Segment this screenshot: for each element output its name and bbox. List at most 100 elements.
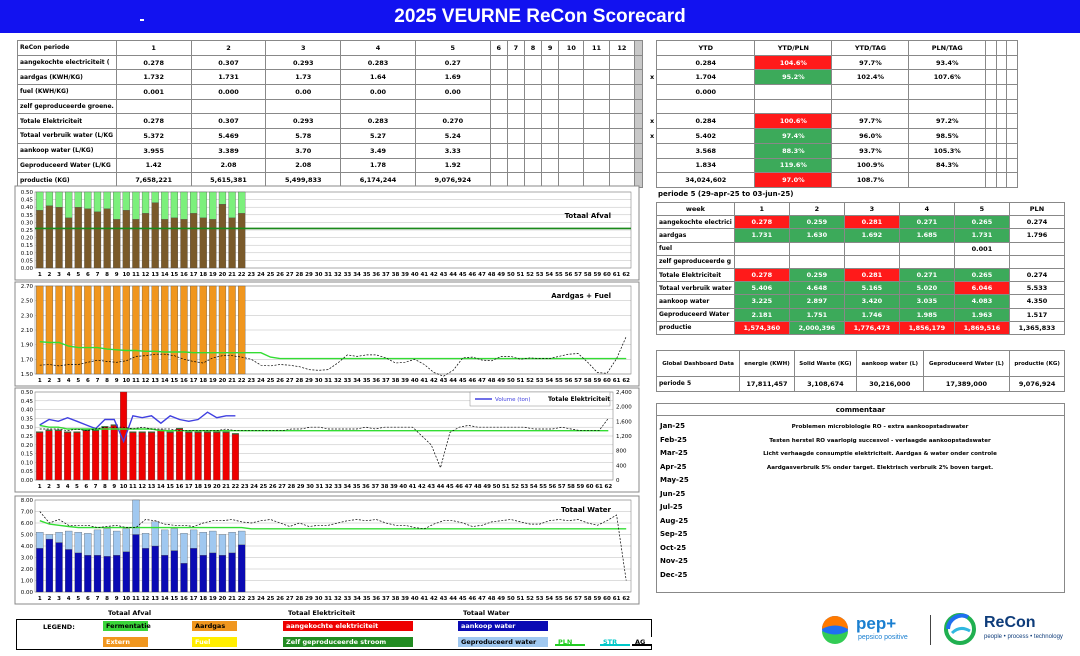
- ytd-empty: [995, 98, 1008, 115]
- main-cell: 1.42: [115, 157, 192, 174]
- main-row: zelf geproduceerde groene.: [17, 98, 643, 115]
- main-header-cell: 11: [583, 40, 610, 56]
- main-cell: [608, 172, 636, 188]
- ytd-cell: 96.0%: [831, 128, 910, 144]
- main-cell: 5.24: [414, 128, 491, 144]
- main-cell: [265, 98, 342, 115]
- ytd-cell: 84.3%: [908, 157, 987, 174]
- main-cell: [506, 142, 525, 159]
- ytd-empty: [995, 40, 1008, 56]
- periode-cell: 5.165: [843, 281, 900, 296]
- legend-item: PLN: [555, 637, 585, 646]
- main-cell: [558, 113, 585, 130]
- pep-logo-text: pep+: [856, 614, 897, 633]
- main-cell: 1.732: [115, 69, 192, 86]
- ytd-empty: [985, 113, 997, 130]
- legend-item: aankoop water: [458, 621, 548, 631]
- summary-header-cell: productie (KG): [1009, 350, 1065, 377]
- ytd-cell: 0.000: [656, 84, 756, 100]
- main-cell: [541, 157, 560, 174]
- ytd-cell: 1.834: [656, 157, 756, 174]
- main-cell: [523, 157, 543, 174]
- periode-cell: 1.746: [843, 307, 900, 322]
- periode-cell: 0.271: [898, 267, 955, 283]
- main-cell: 0.27: [414, 54, 491, 71]
- ytd-header-cell: YTD: [656, 40, 756, 56]
- ytd-empty: [1006, 157, 1018, 174]
- main-cell: [583, 157, 610, 174]
- main-cell: [523, 128, 543, 144]
- main-cell: [523, 54, 543, 71]
- ytd-header-cell: YTD/TAG: [831, 40, 910, 56]
- periode-cell: [843, 241, 900, 256]
- periode-cell: 1,856,179: [898, 320, 955, 335]
- main-cell: 0.00: [265, 84, 342, 100]
- ytd-empty: [995, 128, 1008, 144]
- scroll-gutter: [634, 54, 643, 71]
- scroll-gutter: [634, 98, 643, 115]
- periode-cell: 1.985: [898, 307, 955, 322]
- ytd-marker-head: [648, 41, 657, 56]
- scroll-gutter: [634, 40, 643, 56]
- main-cell: 1.78: [340, 157, 416, 174]
- ytd-cell: 97.2%: [908, 113, 987, 130]
- scroll-gutter: [634, 113, 643, 130]
- ytd-empty: [1006, 98, 1018, 115]
- ytd-marker: [648, 158, 657, 173]
- ytd-empty: [1006, 54, 1018, 71]
- ytd-marker: x: [650, 117, 655, 126]
- ytd-header-cell: YTD/PLN: [754, 40, 833, 56]
- periode-header-cell: 2: [788, 201, 845, 217]
- ytd-cell: 93.7%: [831, 142, 910, 159]
- ytd-cell: 104.6%: [754, 54, 833, 71]
- ytd-cell: 3.568: [656, 142, 756, 159]
- periode-cell: 1.630: [788, 228, 845, 243]
- periode-row-label: Totaal verbruik water: [656, 281, 735, 296]
- main-cell: [608, 98, 636, 115]
- legend-item: AG: [632, 637, 652, 646]
- recon-logo-sub: people • process • technology: [984, 634, 1063, 640]
- periode-row-label: fuel: [656, 241, 735, 256]
- periode-title: periode 5 (29-apr-25 to 03-jun-25): [658, 190, 794, 198]
- ytd-cell: 0.284: [656, 113, 756, 130]
- periode-header-cell: PLN: [1008, 201, 1066, 217]
- periode-cell: [898, 254, 955, 269]
- ytd-cell: 102.4%: [831, 69, 910, 86]
- main-cell: [608, 54, 636, 71]
- periode-cell: 1.685: [898, 228, 955, 243]
- periode-cell: 0.281: [843, 215, 900, 230]
- summary-header-cell: Global Dashboard Data: [655, 350, 741, 377]
- periode-cell: 0.265: [953, 215, 1010, 230]
- periode-cell: 6.046: [953, 281, 1010, 296]
- main-cell: [608, 128, 636, 144]
- summary-header-cell: Solid Waste (KG): [793, 350, 857, 377]
- main-cell: 1.92: [414, 157, 491, 174]
- legend-item: Geproduceerd water: [458, 637, 548, 647]
- main-row: Totale Elektriciteit 0.278 0.307 0.293 0.283…: [17, 113, 643, 130]
- ytd-empty: [1006, 69, 1018, 86]
- main-row-label: fuel (KWH/KG): [17, 84, 117, 100]
- periode-cell: [953, 254, 1010, 269]
- periode-cell: 0.278: [733, 215, 790, 230]
- scroll-gutter: [634, 142, 643, 159]
- main-header-cell: 8: [523, 40, 543, 56]
- banner-mark: [140, 19, 144, 21]
- ytd-cell: 97.4%: [754, 128, 833, 144]
- comment-month: Dec-25: [660, 570, 688, 579]
- periode-cell: 4.350: [1008, 294, 1066, 309]
- main-cell: 0.278: [115, 54, 192, 71]
- periode-cell: [733, 254, 790, 269]
- main-cell: [583, 142, 610, 159]
- main-cell: [489, 113, 508, 130]
- ytd-cell: 95.2%: [754, 69, 833, 86]
- main-cell: [523, 98, 543, 115]
- ytd-empty: [985, 69, 997, 86]
- main-cell: [340, 98, 416, 115]
- main-cell: [506, 98, 525, 115]
- main-row: productie (KG) 7,658,221 5,615,381 5,499,83…: [17, 172, 643, 188]
- ytd-marker: [648, 85, 657, 100]
- main-cell: [608, 84, 636, 100]
- main-cell: [608, 113, 636, 130]
- main-cell: [541, 128, 560, 144]
- main-cell: [489, 84, 508, 100]
